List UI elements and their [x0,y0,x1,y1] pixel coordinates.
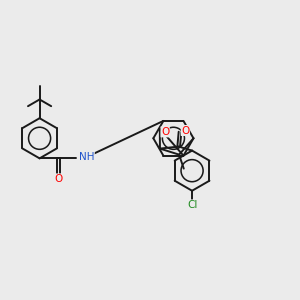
Text: O: O [54,174,62,184]
Text: Cl: Cl [187,200,197,210]
Text: O: O [181,125,190,136]
Text: O: O [161,127,169,137]
Text: NH: NH [79,152,94,162]
